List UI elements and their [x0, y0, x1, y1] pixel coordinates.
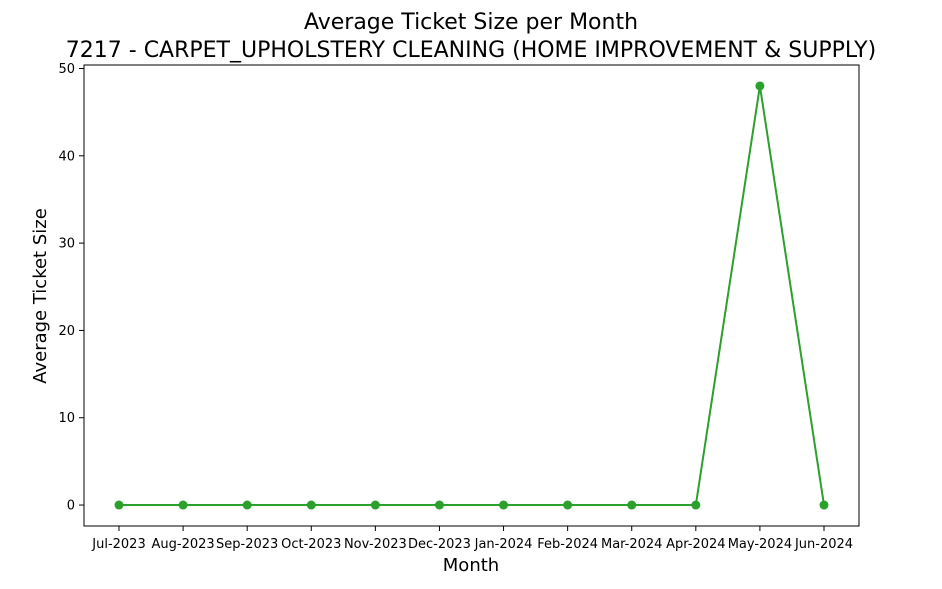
- plot-area: [83, 64, 860, 527]
- x-tick-label: Oct-2023: [281, 537, 341, 552]
- series-layer: [114, 81, 829, 510]
- x-tick-label: Apr-2024: [666, 537, 725, 552]
- data-point: [499, 500, 509, 510]
- data-point: [178, 500, 188, 510]
- series-line: [119, 85, 825, 507]
- y-tick-label: 30: [58, 237, 75, 252]
- x-axis-ticks: Jul-2023 Aug-2023 Sep-2023 Oct-2023 Nov-2023…: [91, 526, 853, 552]
- data-point: [306, 500, 316, 510]
- chart-subtitle: 7217 - CARPET_UPHOLSTERY CLEANING (HOME …: [66, 38, 876, 63]
- y-tick-label: 40: [58, 149, 75, 164]
- chart-title: Average Ticket Size per Month: [304, 10, 638, 35]
- x-tick-label: Dec-2023: [408, 537, 471, 552]
- data-point: [370, 500, 380, 510]
- y-tick-label: 50: [58, 62, 75, 77]
- x-axis-label: Month: [443, 555, 499, 576]
- x-tick-label: Feb-2024: [537, 537, 598, 552]
- data-point: [755, 81, 765, 91]
- x-tick-label: Jul-2023: [91, 537, 145, 552]
- data-point: [819, 500, 829, 510]
- data-point: [563, 500, 573, 510]
- x-tick-label: Jan-2024: [474, 537, 533, 552]
- x-tick-label: Aug-2023: [152, 537, 215, 552]
- data-point: [114, 500, 124, 510]
- y-tick-label: 10: [58, 411, 75, 426]
- data-point: [691, 500, 701, 510]
- x-tick-label: May-2024: [728, 537, 792, 552]
- x-tick-label: Sep-2023: [216, 537, 278, 552]
- data-point: [434, 500, 444, 510]
- y-axis-label: Average Ticket Size: [30, 208, 51, 384]
- y-tick-label: 0: [67, 499, 75, 514]
- x-tick-label: Nov-2023: [344, 537, 407, 552]
- x-tick-label: Mar-2024: [601, 537, 662, 552]
- data-point: [627, 500, 637, 510]
- y-axis-ticks: 0 10 20 30 40 50: [58, 62, 84, 514]
- data-point: [242, 500, 252, 510]
- x-tick-label: Jun-2024: [794, 537, 853, 552]
- y-tick-label: 20: [58, 324, 75, 339]
